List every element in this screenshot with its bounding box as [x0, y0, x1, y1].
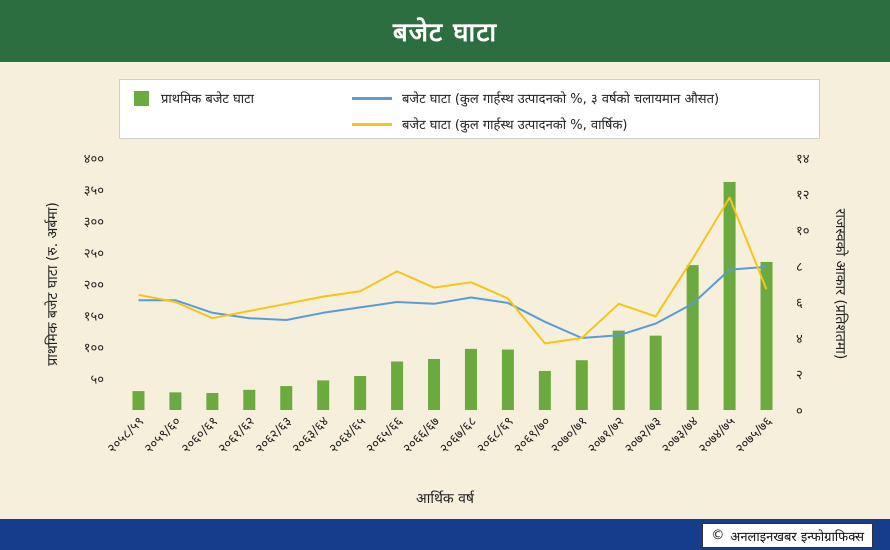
left-axis-ticks: ५० १०० १५० २०० २५० ३०० ३५० ४००	[84, 152, 104, 388]
bar	[575, 360, 588, 410]
credit-badge: © अनलाइनखबर इन्फोग्राफिक्स	[702, 523, 873, 548]
credit-text: अनलाइनखबर इन्फोग्राफिक्स	[730, 529, 864, 545]
right-tick-label: ८	[796, 260, 803, 275]
bar	[169, 392, 182, 410]
x-tick-label: २०७५/७६	[733, 414, 776, 457]
moving-average-line	[138, 265, 767, 339]
x-tick-label: २०६५/६६	[364, 414, 407, 457]
x-tick-label: २०५९/६०	[142, 414, 184, 456]
bar	[612, 330, 625, 410]
right-tick-label: १२	[796, 188, 810, 203]
x-tick-label: २०७०/७१	[548, 414, 590, 456]
right-tick-label: २	[796, 368, 803, 383]
left-tick-label: ४००	[84, 152, 104, 167]
bar	[428, 358, 441, 410]
bar-series	[132, 181, 773, 410]
bar	[132, 391, 145, 410]
x-tick-label: २०६१/६२	[216, 414, 258, 456]
x-tick-label: २०६९/७०	[511, 414, 553, 456]
x-tick-label: २०७१/७२	[585, 414, 627, 456]
legend-label-primary-deficit: प्राथमिक बजेट घाटा	[161, 92, 255, 107]
copyright-icon: ©	[711, 528, 725, 543]
legend-item-moving-average: बजेट घाटा (कुल गार्हस्थ उत्पादनको %, ३ व…	[352, 89, 719, 107]
left-tick-label: १००	[84, 341, 104, 356]
bar	[649, 335, 662, 410]
bar	[723, 181, 736, 410]
legend-label-moving-average: बजेट घाटा (कुल गार्हस्थ उत्पादनको %, ३ व…	[402, 92, 720, 107]
x-tick-label: २०६८/६९	[474, 414, 516, 456]
bar	[206, 392, 219, 410]
x-tick-label: २०६३/६४	[290, 414, 333, 457]
footer-bar: © अनलाइनखबर इन्फोग्राफिक्स	[0, 519, 890, 550]
right-tick-label: १०	[796, 224, 810, 239]
right-tick-label: ६	[796, 296, 803, 311]
x-tick-label: २०७२/७३	[622, 414, 664, 456]
legend-item-annual: बजेट घाटा (कुल गार्हस्थ उत्पादनको %, वार…	[352, 115, 627, 133]
x-tick-label: २०६२/६३	[253, 414, 295, 456]
x-tick-label: २०७३/७४	[659, 414, 702, 457]
x-tick-label: २०५८/५९	[105, 414, 147, 456]
bar	[280, 386, 293, 410]
x-axis-ticks: २०५८/५९२०५९/६०२०६०/६१२०६१/६२२०६२/६३२०६३/…	[105, 414, 776, 457]
bar	[686, 265, 699, 410]
bar	[243, 389, 256, 410]
right-axis-ticks: ० २ ४ ६ ८ १० १२ १४	[796, 152, 810, 419]
line-series	[138, 196, 768, 345]
left-tick-label: २००	[84, 278, 104, 293]
right-tick-label: ०	[796, 404, 803, 419]
bar	[391, 361, 404, 410]
y-axis-label-right: राजस्वको आकार (प्रतिशतमा)	[832, 209, 849, 360]
right-tick-label: १४	[796, 152, 810, 167]
x-tick-label: २०६७/६८	[437, 414, 480, 457]
x-tick-label: २०६६/६७	[400, 414, 443, 457]
right-tick-label: ४	[796, 332, 803, 347]
header-title: बजेट घाटा	[0, 0, 890, 62]
bar	[354, 375, 367, 410]
y-axis-label-left: प्राथमिक बजेट घाटा (रु. अर्बमा)	[44, 202, 61, 366]
bar	[501, 349, 514, 410]
bar	[538, 370, 551, 410]
annual-line	[138, 196, 768, 345]
left-tick-label: ५०	[90, 373, 104, 388]
x-axis-label: आर्थिक वर्ष	[416, 490, 475, 507]
left-tick-label: १५०	[84, 310, 104, 325]
x-tick-label: २०६०/६१	[179, 414, 221, 456]
legend-label-annual: बजेट घाटा (कुल गार्हस्थ उत्पादनको %, वार…	[402, 118, 628, 133]
combo-chart: ५० १०० १५० २०० २५० ३०० ३५० ४०० ० २ ४ ६ ८ १० १२ १४ २०५८…	[44, 152, 849, 507]
legend-swatch-blue-line	[352, 96, 392, 100]
bar	[760, 261, 773, 410]
left-tick-label: २५०	[84, 247, 104, 262]
left-tick-label: ३५०	[84, 184, 104, 199]
x-tick-label: २०६४/६५	[327, 414, 370, 457]
x-tick-label: २०७४/७५	[696, 414, 739, 457]
bar	[464, 348, 477, 410]
legend-swatch-yellow-line	[352, 122, 392, 126]
bar	[317, 380, 330, 410]
chart-legend: प्राथमिक बजेट घाटा बजेट घाटा (कुल गार्हस…	[119, 79, 820, 139]
legend-swatch-bar	[134, 90, 149, 106]
legend-item-primary-deficit: प्राथमिक बजेट घाटा	[134, 89, 254, 107]
left-tick-label: ३००	[84, 215, 104, 230]
